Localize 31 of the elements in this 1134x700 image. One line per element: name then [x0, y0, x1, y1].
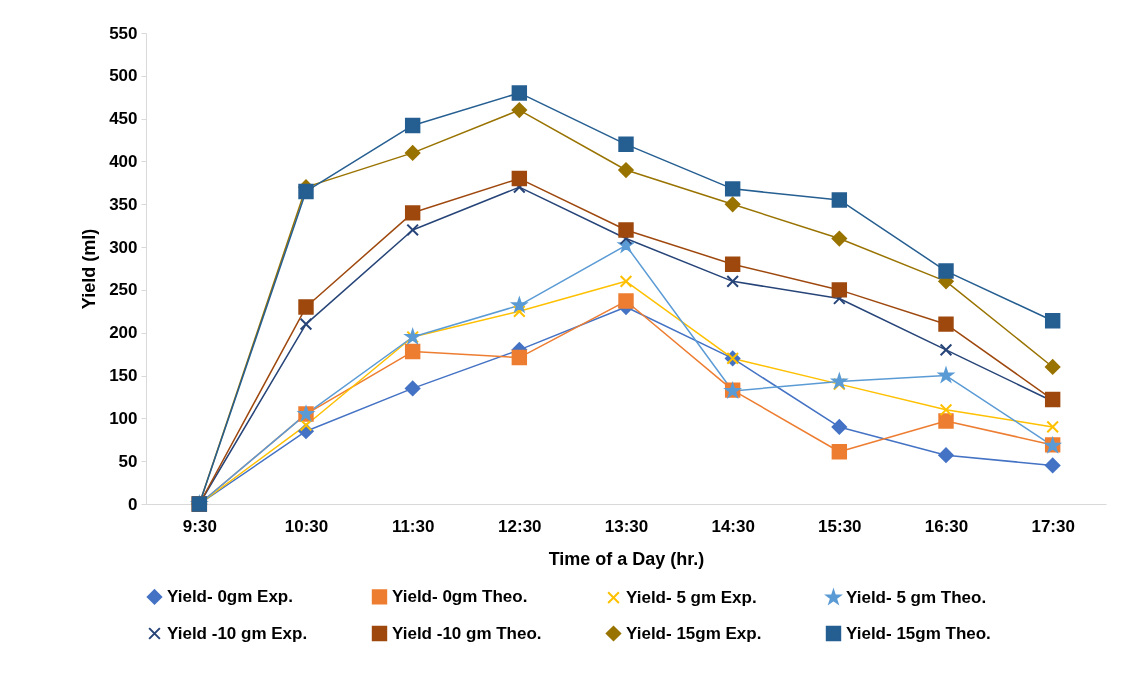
- x-tick-label: 12:30: [498, 516, 542, 536]
- y-tick-label: 350: [109, 194, 138, 214]
- x-tick-label: 14:30: [711, 516, 755, 536]
- x-tick-label: 13:30: [604, 516, 649, 536]
- legend-label: Yield -10 gm Exp.: [167, 623, 308, 643]
- legend-label: Yield- 15gm Theo.: [846, 623, 991, 643]
- y-tick-label: 50: [118, 451, 138, 471]
- x-tick-label: 11:30: [391, 516, 435, 536]
- x-tick-label: 10:30: [284, 516, 329, 536]
- y-tick-label: 150: [109, 366, 138, 386]
- y-axis-title: Yield (ml): [79, 228, 100, 310]
- y-tick-label: 250: [109, 280, 138, 300]
- x-tick-label: 17:30: [1031, 516, 1075, 536]
- x-axis-title: Time of a Day (hr.): [548, 548, 705, 569]
- y-tick-label: 100: [109, 408, 138, 428]
- legend-label: Yield- 5 gm Exp.: [626, 587, 757, 607]
- y-tick-label: 550: [109, 23, 138, 43]
- x-tick-label: 15:30: [818, 516, 862, 536]
- legend-label: Yield -10 gm Theo.: [392, 623, 542, 643]
- x-tick-label: 9:30: [182, 516, 217, 536]
- y-tick-label: 500: [109, 66, 138, 86]
- legend-label: Yield- 0gm Theo.: [392, 586, 528, 606]
- legend-label: Yield- 15gm Exp.: [626, 623, 762, 643]
- y-tick-label: 200: [109, 323, 138, 343]
- legend-label: Yield- 5 gm Theo.: [846, 587, 987, 607]
- legend-label: Yield- 0gm Exp.: [167, 586, 293, 606]
- x-tick-label: 16:30: [924, 516, 969, 536]
- y-tick-label: 300: [109, 237, 138, 257]
- y-tick-label: 0: [128, 494, 138, 514]
- y-tick-label: 450: [109, 109, 138, 129]
- y-tick-label: 400: [109, 151, 138, 171]
